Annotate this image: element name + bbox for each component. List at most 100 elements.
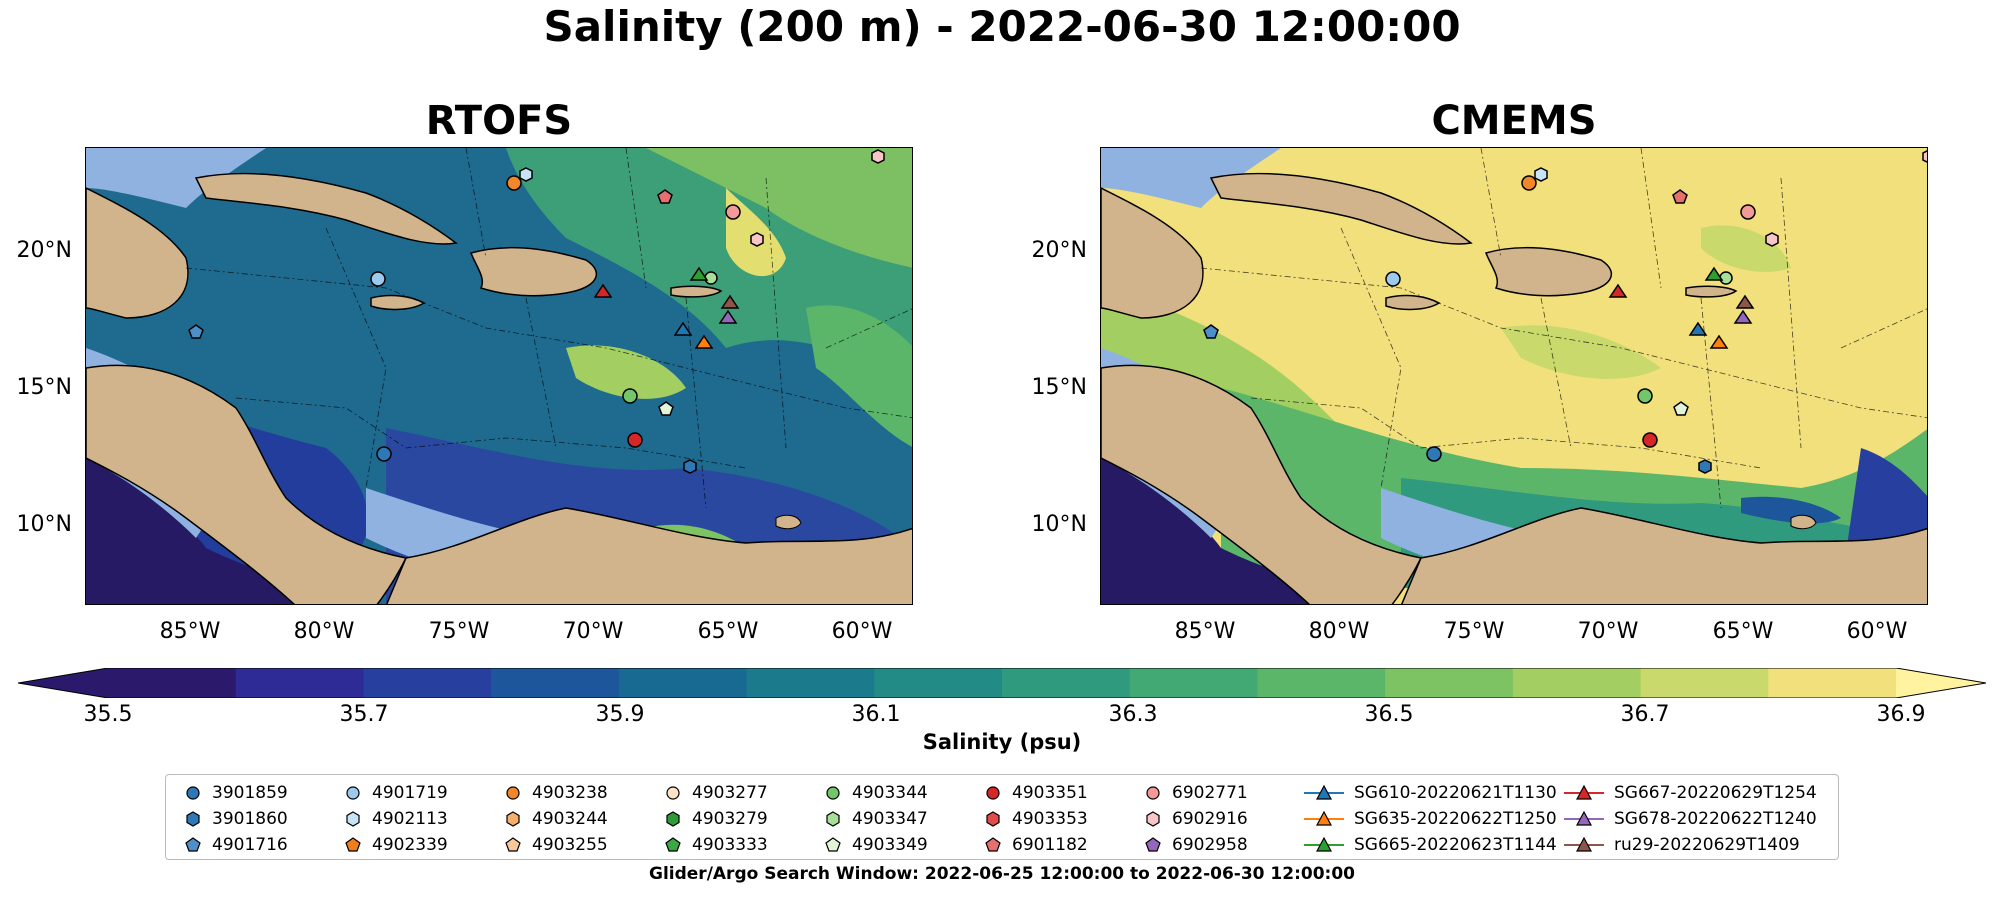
legend-item-4903279: 4903279 <box>664 807 768 831</box>
legend-item-4903244: 4903244 <box>504 807 608 831</box>
map-rtofs[interactable] <box>85 147 913 605</box>
legend-label: SG678-20220622T1240 <box>1614 809 1817 829</box>
xtick-80w-left: 80°W <box>293 619 355 644</box>
legend-item-6902916: 6902916 <box>1144 807 1248 831</box>
legend-label: 4903244 <box>532 809 608 829</box>
legend-label: 4903255 <box>532 835 608 855</box>
xtick-70w-left: 70°W <box>562 619 624 644</box>
colorbar-extend-min <box>18 668 108 698</box>
legend-item-4903255: 4903255 <box>504 833 608 857</box>
map-cmems-canvas <box>1101 148 1927 604</box>
cbar-tick-35-9: 35.9 <box>595 702 645 727</box>
cbar-tick-36-9: 36.9 <box>1876 702 1926 727</box>
legend-item-sg635-20220622t1250: SG635-20220622T1250 <box>1304 807 1557 831</box>
legend-item-6902958: 6902958 <box>1144 833 1248 857</box>
legend-label: SG665-20220623T1144 <box>1354 835 1557 855</box>
colorbar-bin <box>1768 668 1897 698</box>
legend-item-4903347: 4903347 <box>824 807 928 831</box>
map-cmems[interactable] <box>1100 147 1928 605</box>
cbar-tick-36-7: 36.7 <box>1620 702 1670 727</box>
float-markers <box>188 149 885 474</box>
legend-item-3901859: 3901859 <box>184 781 288 805</box>
xtick-60w-right: 60°W <box>1846 619 1908 644</box>
xtick-85w-left: 85°W <box>159 619 221 644</box>
colorbar-bin <box>1129 668 1258 698</box>
legend-label: 4901719 <box>372 783 448 803</box>
colorbar-bin <box>108 668 237 698</box>
legend-item-sg667-20220629t1254: SG667-20220629T1254 <box>1564 781 1817 805</box>
colorbar-svg <box>17 667 1987 699</box>
legend-label: 4903238 <box>532 783 608 803</box>
legend-label: 4902339 <box>372 835 448 855</box>
legend-item-ru29-20220629t1409: ru29-20220629T1409 <box>1564 833 1800 857</box>
legend-label: ru29-20220629T1409 <box>1614 835 1800 855</box>
legend: 3901859 3901860 4901716 4901719 4902113 49023… <box>165 774 1839 860</box>
xtick-85w-right: 85°W <box>1174 619 1236 644</box>
xtick-75w-left: 75°W <box>428 619 490 644</box>
legend-item-6902771: 6902771 <box>1144 781 1248 805</box>
colorbar-bin <box>618 668 748 698</box>
xtick-65w-right: 65°W <box>1712 619 1774 644</box>
legend-item-4902339: 4902339 <box>344 833 448 857</box>
legend-item-4903344: 4903344 <box>824 781 928 805</box>
legend-label: 6902771 <box>1172 783 1248 803</box>
legend-item-4903333: 4903333 <box>664 833 768 857</box>
legend-label: 6902916 <box>1172 809 1248 829</box>
legend-item-3901860: 3901860 <box>184 807 288 831</box>
map-rtofs-canvas <box>86 148 912 604</box>
panel-title-cmems: CMEMS <box>1431 98 1597 144</box>
colorbar-bin <box>1002 668 1131 698</box>
xtick-65w-left: 65°W <box>697 619 759 644</box>
cbar-tick-36-5: 36.5 <box>1364 702 1414 727</box>
legend-label: 4903277 <box>692 783 768 803</box>
colorbar <box>17 667 1987 699</box>
xtick-75w-right: 75°W <box>1443 619 1505 644</box>
legend-label: 4903349 <box>852 835 928 855</box>
xtick-80w-right: 80°W <box>1308 619 1370 644</box>
legend-label: 4903353 <box>1012 809 1088 829</box>
colorbar-label: Salinity (psu) <box>922 730 1082 754</box>
legend-item-4903351: 4903351 <box>984 781 1088 805</box>
figure-title: Salinity (200 m) - 2022-06-30 12:00:00 <box>543 2 1461 51</box>
legend-label: 6902958 <box>1172 835 1248 855</box>
legend-label: 4903351 <box>1012 783 1088 803</box>
legend-label: SG667-20220629T1254 <box>1614 783 1817 803</box>
legend-label: 4903279 <box>692 809 768 829</box>
cbar-tick-36-1: 36.1 <box>851 702 901 727</box>
float-markers <box>1203 150 1927 474</box>
colorbar-bin <box>235 668 364 698</box>
colorbar-extend-max <box>1896 668 1986 698</box>
xtick-60w-left: 60°W <box>831 619 893 644</box>
legend-item-sg665-20220623t1144: SG665-20220623T1144 <box>1304 833 1557 857</box>
legend-item-4901716: 4901716 <box>184 833 288 857</box>
xtick-70w-right: 70°W <box>1577 619 1639 644</box>
legend-label: 4903347 <box>852 809 928 829</box>
legend-label: SG610-20220621T1130 <box>1354 783 1557 803</box>
colorbar-bin <box>491 668 620 698</box>
cbar-tick-35-7: 35.7 <box>339 702 389 727</box>
colorbar-bin <box>874 668 1003 698</box>
panel-title-rtofs: RTOFS <box>425 98 573 144</box>
ytick-20n-right: 20°N <box>1031 238 1087 263</box>
colorbar-bin <box>1257 668 1386 698</box>
legend-label: 6901182 <box>1012 835 1088 855</box>
legend-label: 4901716 <box>212 835 288 855</box>
legend-item-4902113: 4902113 <box>344 807 448 831</box>
legend-label: 3901859 <box>212 783 288 803</box>
legend-item-4901719: 4901719 <box>344 781 448 805</box>
ytick-20n-left: 20°N <box>16 238 72 263</box>
legend-item-4903238: 4903238 <box>504 781 608 805</box>
legend-item-4903353: 4903353 <box>984 807 1088 831</box>
ytick-15n-left: 15°N <box>16 375 72 400</box>
colorbar-bin <box>1512 668 1642 698</box>
search-window-caption: Glider/Argo Search Window: 2022-06-25 12… <box>649 864 1355 884</box>
colorbar-bin <box>746 668 875 698</box>
legend-label: SG635-20220622T1250 <box>1354 809 1557 829</box>
legend-label: 3901860 <box>212 809 288 829</box>
legend-label: 4903333 <box>692 835 768 855</box>
legend-item-sg610-20220621t1130: SG610-20220621T1130 <box>1304 781 1557 805</box>
cbar-tick-35-5: 35.5 <box>83 702 133 727</box>
legend-label: 4902113 <box>372 809 448 829</box>
colorbar-bin <box>1640 668 1769 698</box>
colorbar-bin <box>363 668 492 698</box>
